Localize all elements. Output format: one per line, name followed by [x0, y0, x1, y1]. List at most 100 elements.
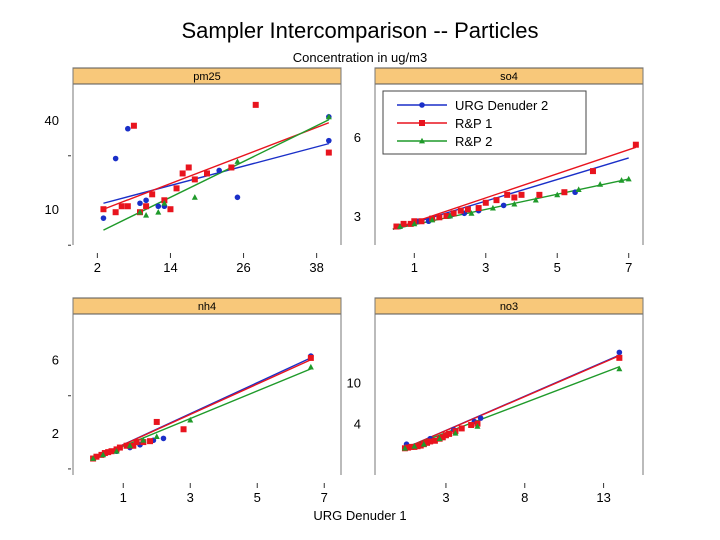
point-rp1: [108, 448, 115, 455]
point-rp1: [482, 199, 489, 206]
legend-marker-urg2: [419, 102, 425, 108]
point-rp1: [436, 214, 443, 221]
point-rp1: [511, 194, 518, 201]
x-tick-label: 2: [94, 260, 101, 275]
point-rp2: [618, 177, 625, 183]
point-rp1: [143, 203, 150, 210]
point-rp2: [474, 423, 481, 429]
point-rp1: [393, 223, 400, 230]
x-tick-label: 7: [625, 260, 632, 275]
point-rp1: [191, 176, 198, 183]
x-axis-label: URG Denuder 1: [313, 508, 407, 523]
legend-marker-rp2: [419, 137, 425, 144]
data-layer: [100, 101, 332, 231]
point-rp2: [153, 433, 160, 439]
point-rp2: [597, 181, 604, 187]
point-rp1: [443, 212, 450, 219]
point-rp1: [325, 149, 332, 156]
x-tick-label: 3: [482, 260, 489, 275]
point-rp2: [113, 448, 120, 454]
point-rp2: [489, 204, 496, 211]
point-rp1: [536, 191, 543, 198]
point-urg2: [326, 137, 332, 144]
point-rp1: [105, 449, 112, 456]
point-rp1: [118, 203, 125, 210]
panel-pm25: pm25 2 14 26 38 10 40: [45, 67, 342, 275]
point-rp1: [93, 453, 100, 460]
point-urg2: [112, 155, 119, 162]
point-rp1: [589, 168, 596, 175]
data-layer: [401, 349, 623, 452]
strip-label: nh4: [198, 301, 216, 313]
point-rp1: [504, 191, 511, 198]
x-tick-label: 5: [554, 260, 561, 275]
y-tick-label: 40: [45, 113, 59, 128]
point-rp1: [100, 206, 107, 213]
point-rp1: [408, 443, 415, 450]
point-rp2: [468, 210, 475, 216]
data-layer: [90, 353, 314, 462]
point-rp2: [100, 451, 107, 458]
point-rp2: [447, 212, 454, 219]
point-rp1: [418, 218, 425, 225]
point-rp2: [143, 211, 150, 218]
point-urg2: [125, 125, 131, 132]
point-rp1: [475, 205, 482, 212]
x-tick-label: 3: [187, 490, 194, 505]
point-rp2: [155, 209, 162, 215]
point-rp2: [411, 443, 418, 449]
point-rp2: [420, 440, 427, 447]
point-rp1: [179, 170, 186, 177]
point-urg2: [216, 167, 222, 174]
y-tick-label: 3: [354, 209, 361, 224]
x-tick-label: 1: [120, 490, 127, 505]
point-rp2: [625, 175, 632, 182]
point-rp2: [429, 216, 436, 223]
point-rp1: [518, 191, 525, 198]
point-rp2: [137, 209, 143, 215]
point-rp1: [414, 443, 421, 450]
point-urg2: [100, 215, 107, 221]
point-rp1: [116, 444, 123, 451]
point-rp2: [234, 158, 241, 164]
y-tick-label: 6: [52, 353, 59, 368]
point-rp1: [632, 141, 639, 148]
panel-no3: no3 3 8 13 4 10: [347, 297, 644, 505]
point-rp1: [464, 206, 471, 213]
point-rp2: [191, 194, 198, 200]
point-rp2: [161, 200, 168, 206]
x-tick-label: 26: [236, 260, 250, 275]
point-urg2: [155, 203, 162, 210]
point-rp2: [436, 435, 443, 442]
point-rp1: [458, 425, 465, 432]
x-tick-label: 7: [321, 490, 328, 505]
point-rp2: [140, 437, 147, 443]
point-rp1: [130, 122, 137, 129]
point-urg2: [160, 435, 167, 442]
x-tick-label: 1: [411, 260, 418, 275]
x-tick-label: 13: [596, 490, 610, 505]
strip-label: so4: [500, 71, 518, 83]
point-rp1: [424, 439, 431, 446]
point-rp1: [252, 101, 259, 108]
strip-label: pm25: [193, 71, 221, 83]
x-tick-label: 38: [309, 260, 323, 275]
y-tick-label: 6: [354, 130, 361, 145]
point-rp2: [616, 365, 623, 372]
point-rp1: [405, 444, 412, 451]
point-rp1: [431, 437, 438, 444]
point-rp2: [90, 455, 97, 461]
point-rp1: [439, 434, 446, 441]
y-tick-label: 4: [354, 417, 361, 432]
point-rp1: [493, 197, 500, 204]
x-tick-label: 14: [163, 260, 177, 275]
point-rp2: [554, 191, 561, 198]
panel-nh4: nh4 1 3 5 7 2 6: [52, 297, 342, 505]
point-rp1: [400, 220, 407, 227]
y-tick-label: 10: [45, 202, 59, 217]
legend-label: R&P 1: [455, 116, 492, 131]
point-urg2: [616, 349, 623, 356]
legend-label: R&P 2: [455, 134, 492, 149]
point-rp1: [417, 442, 424, 449]
